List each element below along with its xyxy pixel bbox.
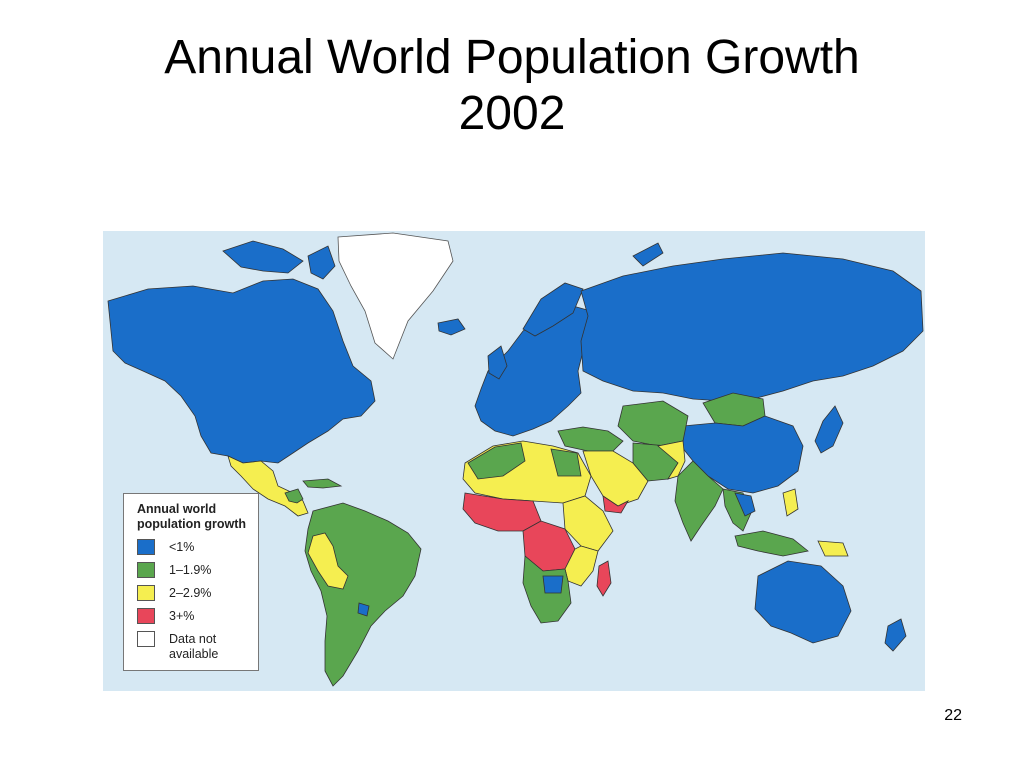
legend-label-lt1: <1% (169, 540, 195, 554)
region-east-africa (564, 545, 599, 587)
legend-item-2to3: 2–2.9% (137, 585, 258, 608)
region-india (674, 460, 724, 542)
region-indochina-blue (734, 492, 756, 517)
region-canada-islands-2 (307, 245, 336, 280)
region-british-isles (487, 345, 508, 380)
region-maghreb (467, 442, 526, 480)
legend-label-na: Data not available (169, 632, 219, 661)
page-number: 22 (944, 707, 962, 724)
slide-title: Annual World Population Growth 2002 (0, 30, 1024, 142)
region-north-america (107, 278, 376, 464)
region-philippines (782, 488, 799, 517)
legend-swatch-3plus (137, 608, 155, 624)
region-new-guinea (817, 540, 849, 557)
region-central-america (284, 488, 304, 504)
legend-label-3plus: 3+% (169, 609, 195, 623)
map-legend: Annual world population growth <1% 1–1.9… (123, 493, 259, 671)
region-arabia (582, 450, 649, 507)
legend-label-2to3: 2–2.9% (169, 586, 212, 600)
legend-label-1to2: 1–1.9% (169, 563, 212, 577)
region-australia (754, 560, 852, 644)
legend-item-lt1: <1% (137, 539, 258, 562)
region-new-zealand (884, 618, 907, 652)
region-scandinavia (522, 282, 584, 337)
title-line-1: Annual World Population Growth (164, 31, 860, 84)
legend-swatch-lt1 (137, 539, 155, 555)
region-indonesia (734, 530, 809, 557)
region-madagascar (596, 560, 612, 597)
region-russia (580, 252, 924, 402)
region-greenland (337, 232, 454, 360)
region-canada-islands (222, 240, 304, 274)
legend-swatch-2to3 (137, 585, 155, 601)
legend-item-1to2: 1–1.9% (137, 562, 258, 585)
region-southern-africa-blue (542, 575, 564, 594)
region-novaya-zemlya (632, 242, 664, 267)
legend-swatch-1to2 (137, 562, 155, 578)
region-uruguay (357, 602, 370, 617)
region-egypt (550, 448, 582, 477)
region-caribbean (302, 478, 343, 489)
legend-item-3plus: 3+% (137, 608, 258, 631)
region-horn-of-africa (562, 495, 614, 552)
region-japan (814, 405, 844, 454)
region-iceland (437, 318, 466, 336)
legend-title-line-1: Annual world (137, 502, 217, 516)
title-line-2: 2002 (458, 87, 566, 140)
region-yemen (602, 495, 630, 514)
region-mexico (227, 455, 309, 517)
legend-swatch-na (137, 631, 155, 647)
legend-title: Annual world population growth (137, 502, 258, 532)
legend-item-na: Data not available (137, 631, 258, 663)
legend-title-line-2: population growth (137, 517, 247, 531)
region-andes-yellow (307, 532, 349, 590)
region-turkey-caucasus (557, 426, 624, 452)
